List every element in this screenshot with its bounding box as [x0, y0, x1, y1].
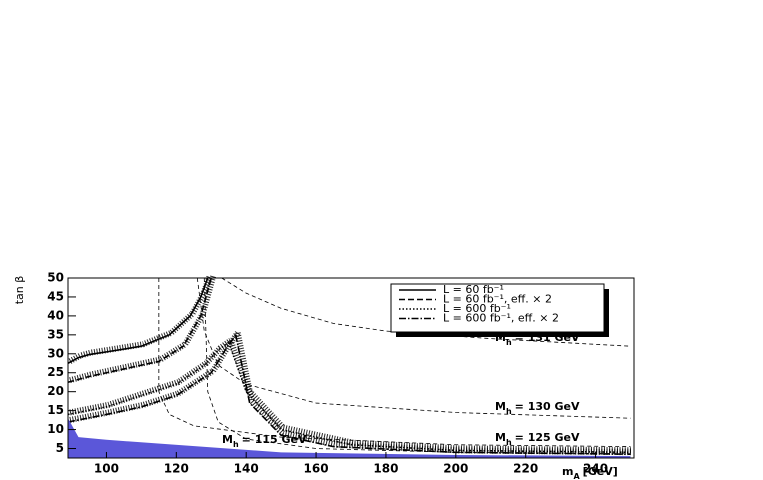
y-tick-label: 25 [47, 365, 64, 379]
mass-contour [196, 277, 631, 419]
x-tick-label: 120 [164, 462, 189, 476]
contour-line [67, 334, 631, 456]
x-axis-label: mA [GeV] [562, 465, 618, 480]
y-tick-label: 10 [47, 422, 64, 436]
mass-label: Mh = 125 GeV [495, 431, 580, 447]
y-tick-label: 5 [56, 441, 64, 455]
hatched-contour [69, 331, 633, 456]
legend-label: L = 600 fb⁻¹, eff. × 2 [443, 312, 559, 325]
mass-symbol: M [495, 431, 506, 444]
y-tick-label: 30 [47, 346, 64, 360]
x-tick-label: 160 [304, 462, 329, 476]
legend-label: L = 60 fb⁻¹ [443, 283, 504, 296]
hatched-contour [69, 337, 633, 454]
y-tick-label: 40 [47, 308, 64, 322]
mass-contour [158, 278, 631, 448]
mass-subscript: h [233, 440, 239, 449]
mass-subscript: h [506, 438, 512, 447]
x-tick-label: 140 [234, 462, 259, 476]
x-tick-label: 220 [513, 462, 538, 476]
y-tick-label: 20 [47, 384, 64, 398]
y-tick-label: 50 [47, 271, 64, 285]
legend: L = 60 fb⁻¹L = 60 fb⁻¹, eff. × 2L = 600 … [390, 283, 609, 337]
x-tick-label: 100 [94, 462, 119, 476]
y-axis-label: tan β [13, 276, 26, 305]
x-tick-label: 180 [373, 462, 398, 476]
y-tick-label: 45 [47, 289, 64, 303]
hatched-contour [69, 275, 217, 384]
mass-subscript: h [506, 338, 512, 347]
mass-symbol: M [495, 331, 506, 344]
legend-box [390, 283, 605, 333]
legend-label: L = 60 fb⁻¹, eff. × 2 [443, 293, 552, 306]
mass-label: Mh = 130 GeV [495, 400, 580, 416]
mass-symbol: M [495, 400, 506, 413]
mass-text: = 125 GeV [515, 431, 580, 444]
contour-line [67, 277, 209, 364]
mass-text: = 130 GeV [515, 400, 580, 413]
legend-label: L = 600 fb⁻¹ [443, 302, 511, 315]
x-label-text: [GeV] [583, 465, 618, 478]
mass-symbol: M [222, 433, 233, 446]
x-tick-label: 240 [583, 462, 608, 476]
mass-label: Mh = 115 GeV [222, 433, 307, 449]
excluded-area [68, 418, 631, 458]
x-label-symbol: m [562, 465, 573, 478]
x-label-subscript: A [573, 472, 580, 480]
plot-frame [67, 277, 635, 459]
y-tick-label: 15 [47, 403, 64, 417]
mass-text: = 115 GeV [242, 433, 307, 446]
mass-contour [221, 277, 631, 347]
y-tick-label: 35 [47, 327, 64, 341]
mass-subscript: h [506, 407, 512, 416]
contour-line [67, 277, 213, 383]
hatched-contour [68, 274, 213, 364]
x-tick-label: 200 [443, 462, 468, 476]
